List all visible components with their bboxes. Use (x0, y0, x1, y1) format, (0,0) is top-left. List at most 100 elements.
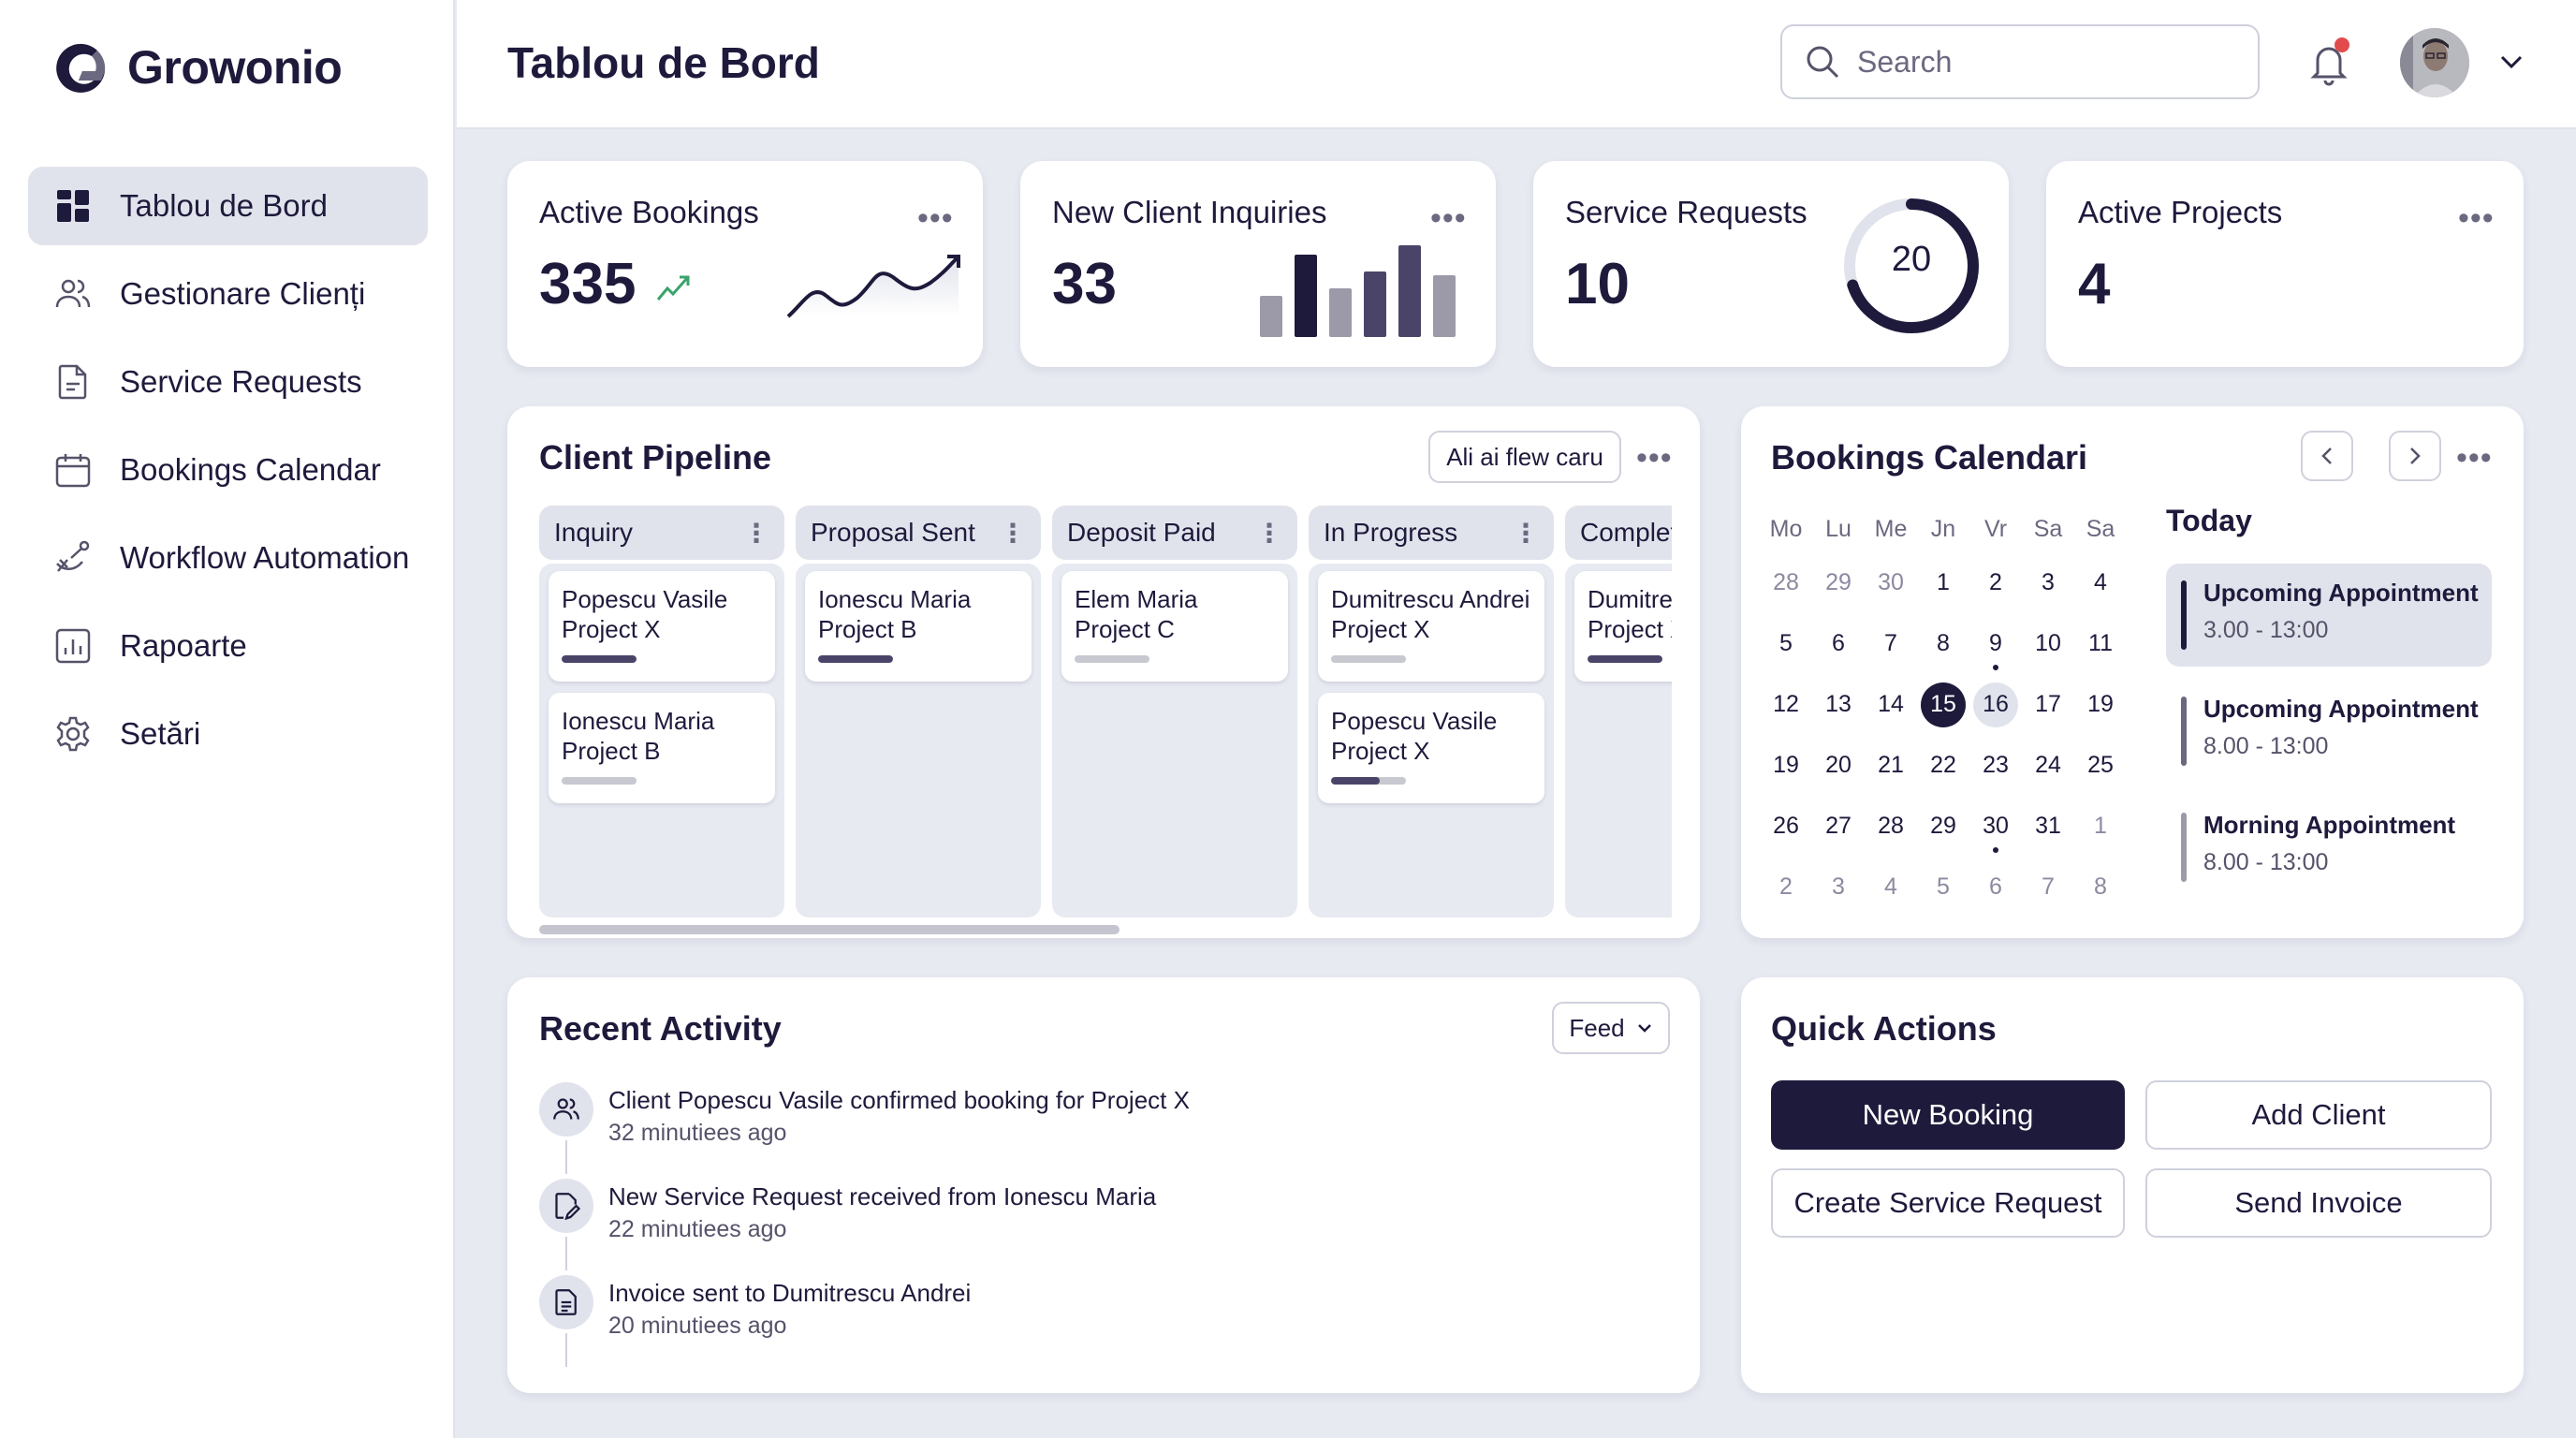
section-title: Bookings Calendari (1771, 438, 2088, 477)
calendar-grid: Mo Lu Me Jn Vr Sa Sa 28 29 30 1 2 3 4 5 … (1760, 506, 2134, 917)
more-options-button[interactable]: ••• (917, 200, 954, 236)
calendar-day-with-event[interactable]: 9 (1969, 618, 2022, 670)
notifications-button[interactable] (2306, 37, 2351, 86)
calendar-day[interactable]: 4 (1884, 873, 1897, 900)
calendar-day[interactable]: 24 (2035, 752, 2061, 778)
stat-card-service-requests: Service Requests 10 20 (1533, 161, 2009, 367)
sidebar-item-label: Gestionare Clienți (120, 276, 366, 311)
calendar-day[interactable]: 23 (1983, 752, 2009, 778)
more-options-button[interactable]: ••• (1430, 200, 1467, 236)
activity-item[interactable]: New Service Request received from Ionesc… (539, 1179, 1569, 1270)
card-progress (562, 655, 637, 663)
calendar-day[interactable]: 2 (1779, 873, 1793, 900)
calendar-day[interactable]: 28 (1878, 813, 1904, 839)
calendar-day[interactable]: 3 (2042, 569, 2055, 595)
more-options-button[interactable]: ••• (2456, 440, 2493, 476)
calendar-day[interactable]: 19 (2087, 691, 2114, 717)
calendar-day[interactable]: 6 (1832, 630, 1845, 656)
calendar-day[interactable]: 28 (1773, 569, 1799, 595)
quick-actions-panel: Quick Actions New Booking Add Client Cre… (1741, 977, 2524, 1393)
calendar-day[interactable]: 8 (2094, 873, 2107, 900)
client-pipeline-panel: Client Pipeline Ali ai flew caru ••• Inq… (507, 406, 1700, 938)
calendar-day[interactable]: 6 (1989, 873, 2002, 900)
appointment-item[interactable]: Upcoming Appointment 8.00 - 13:00 (2166, 680, 2492, 783)
calendar-day[interactable]: 19 (1773, 752, 1799, 778)
kebab-menu-icon[interactable]: ⋮ (1000, 518, 1026, 548)
create-service-request-button[interactable]: Create Service Request (1771, 1168, 2125, 1238)
calendar-day[interactable]: 12 (1773, 691, 1799, 717)
kebab-menu-icon[interactable]: ⋮ (743, 518, 769, 548)
calendar-day[interactable]: 11 (2088, 630, 2113, 656)
pipeline-card[interactable]: Ionescu Maria Project B (549, 693, 775, 803)
pipeline-card[interactable]: Dumitrescu Andrei Project X (1318, 571, 1544, 682)
new-booking-button[interactable]: New Booking (1771, 1080, 2125, 1150)
activity-item[interactable]: Invoice sent to Dumitrescu Andrei 20 min… (539, 1275, 1569, 1367)
brand[interactable]: Growonio (51, 37, 343, 97)
kebab-menu-icon[interactable]: ⋮ (1256, 518, 1282, 548)
calendar-day[interactable]: 1 (2094, 813, 2107, 839)
more-options-button[interactable]: ••• (2458, 200, 2495, 236)
prev-month-button[interactable] (2301, 431, 2353, 481)
calendar-day[interactable]: 2 (1989, 569, 2002, 595)
calendar-day[interactable]: 1 (1937, 569, 1950, 595)
event-dot (1993, 664, 1998, 670)
calendar-day-with-event[interactable]: 30 (1969, 800, 2022, 853)
search-input[interactable] (1857, 44, 2232, 80)
sidebar-item-service-requests[interactable]: Service Requests (28, 343, 428, 421)
pipeline-card[interactable]: Ionescu Maria Project B (805, 571, 1032, 682)
calendar-day[interactable]: 17 (2035, 691, 2061, 717)
calendar-day[interactable]: 22 (1930, 752, 1956, 778)
pipeline-filter-button[interactable]: Ali ai flew caru (1428, 431, 1621, 483)
calendar-day[interactable]: 27 (1825, 813, 1852, 839)
pipeline-card[interactable]: Popescu Vasile Project X (549, 571, 775, 682)
send-invoice-button[interactable]: Send Invoice (2145, 1168, 2492, 1238)
avatar[interactable] (2400, 28, 2469, 97)
horizontal-scrollbar[interactable] (539, 925, 1120, 934)
stat-title: Active Bookings (539, 195, 759, 229)
calendar-day[interactable]: 30 (1878, 569, 1904, 595)
pipeline-card[interactable]: Popescu Vasile Project X (1318, 693, 1544, 803)
sidebar-item-dashboard[interactable]: Tablou de Bord (28, 167, 428, 245)
calendar-day[interactable]: 5 (1779, 630, 1793, 656)
search-box[interactable] (1780, 24, 2260, 99)
calendar-day[interactable]: 31 (2035, 813, 2061, 839)
calendar-day[interactable]: 14 (1878, 691, 1904, 717)
more-options-button[interactable]: ••• (1636, 440, 1673, 476)
sidebar-item-clients[interactable]: Gestionare Clienți (28, 255, 428, 333)
column-title: In Progress (1324, 518, 1458, 547)
calendar-day[interactable]: 7 (1884, 630, 1897, 656)
calendar-day[interactable]: 7 (2042, 873, 2055, 900)
card-progress (1331, 777, 1406, 785)
calendar-day[interactable]: 25 (2087, 752, 2114, 778)
calendar-day[interactable]: 8 (1937, 630, 1950, 656)
calendar-day[interactable]: 5 (1937, 873, 1950, 900)
calendar-day-selected[interactable]: 15 (1921, 682, 1966, 727)
sidebar-item-bookings-calendar[interactable]: Bookings Calendar (28, 431, 428, 509)
sidebar-item-workflow-automation[interactable]: Workflow Automation (28, 519, 428, 597)
calendar-day[interactable]: 29 (1825, 569, 1852, 595)
calendar-day[interactable]: 20 (1825, 752, 1852, 778)
appointment-item[interactable]: Upcoming Appointment 3.00 - 13:00 (2166, 564, 2492, 667)
calendar-day[interactable]: 29 (1930, 813, 1956, 839)
calendar-day[interactable]: 4 (2094, 569, 2107, 595)
kebab-menu-icon[interactable]: ⋮ (1513, 518, 1539, 548)
calendar-day[interactable]: 26 (1773, 813, 1799, 839)
calendar-day[interactable]: 21 (1878, 752, 1904, 778)
sidebar-item-settings[interactable]: Setări (28, 695, 428, 773)
activity-item[interactable]: Client Popescu Vasile confirmed booking … (539, 1082, 1569, 1174)
add-client-button[interactable]: Add Client (2145, 1080, 2492, 1150)
activity-filter-dropdown[interactable]: Feed (1552, 1002, 1670, 1054)
calendar-day[interactable]: 13 (1825, 691, 1852, 717)
next-month-button[interactable] (2389, 431, 2441, 481)
pipeline-card[interactable]: Elem Maria Project C (1061, 571, 1288, 682)
appointment-item[interactable]: Morning Appointment 8.00 - 13:00 (2166, 796, 2492, 899)
stat-value: 4 (2078, 252, 2111, 316)
calendar-day[interactable]: 10 (2035, 630, 2061, 656)
activity-time: 20 minutiees ago (608, 1313, 787, 1339)
weekday-label: Sa (2086, 515, 2115, 542)
calendar-day-today[interactable]: 16 (1973, 682, 2018, 727)
pipeline-card[interactable]: Dumitrescu Andrei Project X (1574, 571, 1672, 682)
sidebar-item-reports[interactable]: Rapoarte (28, 607, 428, 685)
chevron-down-icon[interactable] (2497, 51, 2525, 73)
calendar-day[interactable]: 3 (1832, 873, 1845, 900)
